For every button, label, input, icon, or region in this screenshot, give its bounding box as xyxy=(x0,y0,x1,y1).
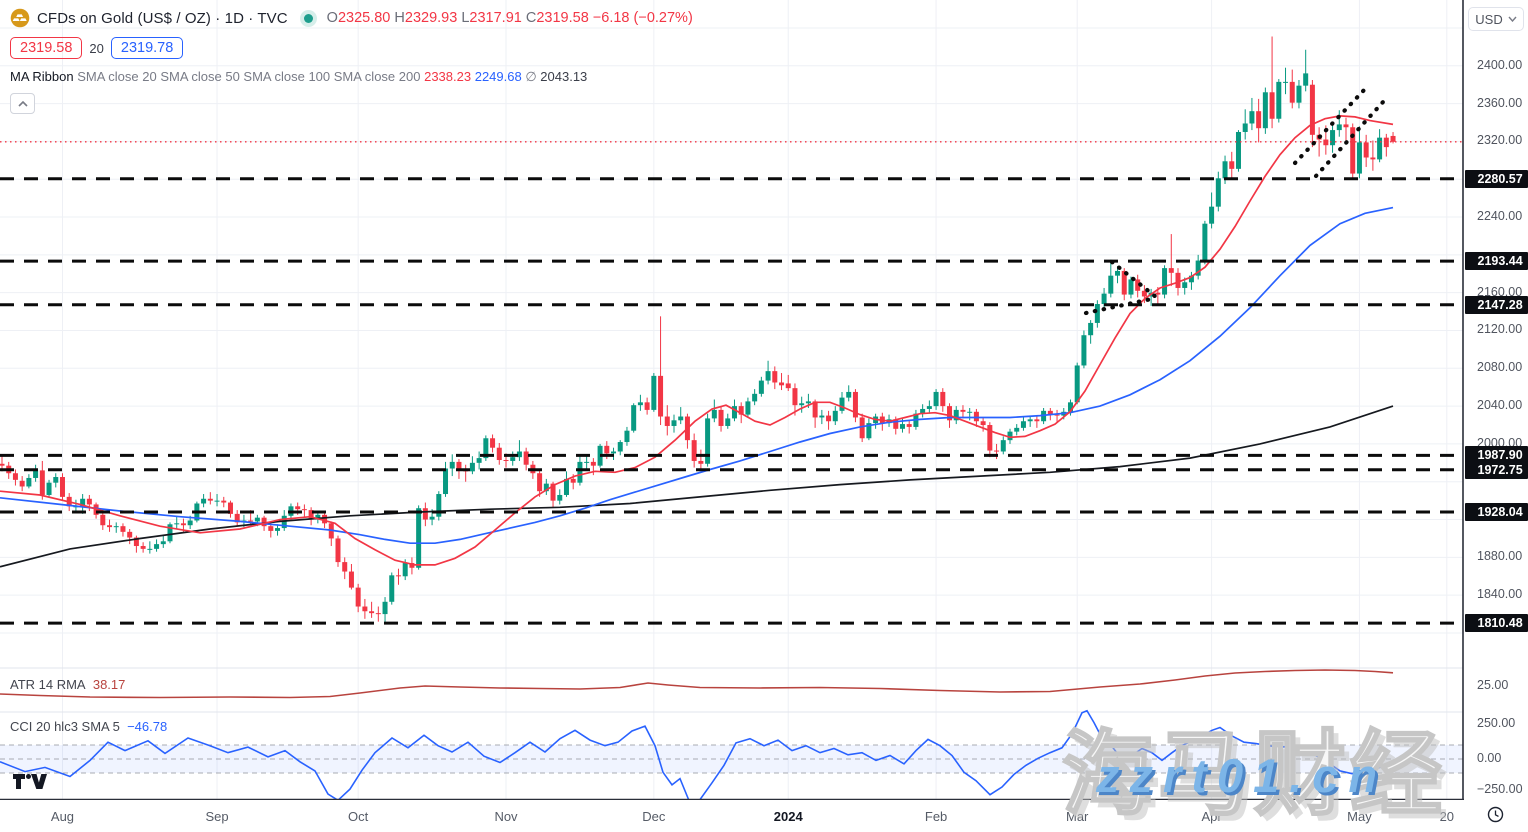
spread-value: 20 xyxy=(89,40,104,56)
currency-label: USD xyxy=(1475,11,1503,27)
cci-value: −46.78 xyxy=(127,719,168,734)
price-tick: 2040.00 xyxy=(1477,398,1523,413)
ma100-empty-value: ∅ xyxy=(525,69,537,84)
time-label: Feb xyxy=(924,809,948,824)
time-label: Sep xyxy=(205,809,229,824)
price-tick: 1880.00 xyxy=(1477,549,1523,564)
clock-icon xyxy=(1487,806,1504,823)
time-label: Mar xyxy=(1065,809,1089,824)
price-tick: 2160.00 xyxy=(1477,284,1523,299)
time-label: May xyxy=(1347,809,1372,824)
buy-price-button[interactable]: 2319.78 xyxy=(110,37,184,59)
timezone-clock-button[interactable] xyxy=(1487,806,1504,828)
level-price-label: 1987.90 xyxy=(1464,446,1528,465)
level-price-label: 2147.28 xyxy=(1464,295,1528,314)
level-price-label: 1928.04 xyxy=(1464,502,1528,521)
time-label: Dec xyxy=(642,809,666,824)
level-price-label: 1972.75 xyxy=(1464,460,1528,479)
price-tick: 2120.00 xyxy=(1477,322,1523,337)
level-price-label: 1810.48 xyxy=(1464,614,1528,633)
ma50-value: 2249.68 xyxy=(474,69,522,84)
price-tick: 2360.00 xyxy=(1477,95,1523,110)
change-value: −6.18 (−0.27%) xyxy=(592,10,693,26)
atr-label: ATR 14 RMA xyxy=(10,677,86,692)
chevron-down-icon xyxy=(1508,16,1517,22)
time-label: Apr xyxy=(1201,809,1222,824)
time-label: 20 xyxy=(1439,809,1455,824)
price-tick: 2320.00 xyxy=(1477,133,1523,148)
cci-label: CCI 20 hlc3 SMA 5 xyxy=(10,719,120,734)
atr-tick: 25.00 xyxy=(1477,678,1509,692)
time-label: 2024 xyxy=(773,809,803,824)
sell-price-button[interactable]: 2319.58 xyxy=(10,37,83,59)
tradingview-logo[interactable] xyxy=(13,774,47,791)
ma-ribbon-legend[interactable]: MA Ribbon SMA close 20 SMA close 50 SMA … xyxy=(10,69,693,85)
chevron-up-icon xyxy=(17,100,28,107)
cci-tick: 250.00 xyxy=(1477,716,1516,730)
time-label: Oct xyxy=(348,809,369,824)
cci-tick: 0.00 xyxy=(1477,751,1502,765)
ma20-value: 2338.23 xyxy=(424,69,472,84)
ma-ribbon-title: MA Ribbon xyxy=(10,69,74,84)
level-price-label: 2193.44 xyxy=(1464,252,1528,271)
price-tick: 1840.00 xyxy=(1477,587,1523,602)
atr-legend[interactable]: ATR 14 RMA 38.17 xyxy=(10,677,125,692)
chart-header: CFDs on Gold (US$ / OZ) · 1D · TVC O2325… xyxy=(10,6,693,114)
symbol-title[interactable]: CFDs on Gold (US$ / OZ) · 1D · TVC xyxy=(37,9,288,27)
price-tick: 2080.00 xyxy=(1477,360,1523,375)
market-status-dot[interactable] xyxy=(303,13,313,23)
atr-value: 38.17 xyxy=(92,677,126,692)
ohlc-values: O2325.80 H2329.93 L2317.91 C2319.58 −6.1… xyxy=(326,10,693,26)
currency-selector-button[interactable]: USD xyxy=(1468,7,1524,31)
price-axis[interactable]: USD 2400.00 2360.00 2320.00 2240.00 2160.00 2… xyxy=(1464,0,1528,800)
ma200-value: 2043.13 xyxy=(540,69,588,84)
cci-legend[interactable]: CCI 20 hlc3 SMA 5 −46.78 xyxy=(10,719,167,734)
cci-tick: −250.00 xyxy=(1477,782,1523,796)
price-tick: 2400.00 xyxy=(1477,57,1523,72)
time-label: Nov xyxy=(494,809,518,824)
ma-ribbon-params: SMA close 20 SMA close 50 SMA close 100 … xyxy=(77,69,421,84)
collapse-legend-button[interactable] xyxy=(10,93,35,114)
level-price-label: 2280.57 xyxy=(1464,169,1528,188)
price-tick: 2240.00 xyxy=(1477,209,1523,224)
gold-symbol-icon xyxy=(10,8,30,28)
time-label: Aug xyxy=(50,809,75,824)
time-axis[interactable]: Aug Sep Oct Nov Dec 2024 Feb Mar Apr May 20 xyxy=(0,800,1528,832)
